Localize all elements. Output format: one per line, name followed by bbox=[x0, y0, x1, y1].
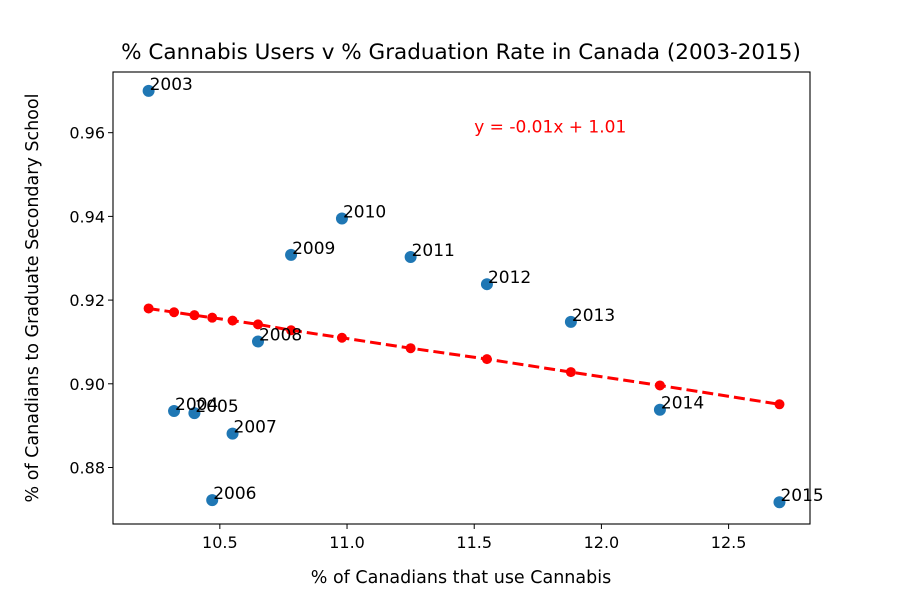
point-label: 2006 bbox=[213, 484, 256, 504]
y-tick-label: 0.90 bbox=[69, 375, 105, 394]
trendline-point bbox=[207, 312, 218, 323]
point-label: 2011 bbox=[412, 241, 455, 261]
data-point bbox=[251, 335, 264, 348]
x-axis-label: % of Canadians that use Cannabis bbox=[311, 568, 611, 588]
data-point bbox=[773, 496, 786, 509]
trendline bbox=[148, 307, 780, 406]
trendline-point bbox=[286, 325, 297, 336]
trendline-point bbox=[405, 343, 416, 354]
trendline-point bbox=[189, 310, 200, 321]
data-point bbox=[188, 407, 201, 420]
trendline-point bbox=[654, 380, 665, 391]
y-axis-label: % of Canadians to Graduate Secondary Sch… bbox=[23, 94, 43, 503]
x-tick-label: 12.5 bbox=[711, 533, 747, 552]
point-label: 2009 bbox=[292, 239, 335, 259]
point-label: 2012 bbox=[488, 268, 531, 288]
data-point bbox=[404, 250, 417, 263]
data-point bbox=[285, 248, 298, 261]
data-point bbox=[480, 278, 493, 291]
point-label: 2015 bbox=[780, 486, 823, 506]
y-tick-label: 0.92 bbox=[69, 291, 105, 310]
data-point bbox=[335, 212, 348, 225]
point-label: 2013 bbox=[572, 306, 615, 326]
trendline-point bbox=[774, 399, 785, 410]
x-tick-label: 12.0 bbox=[584, 533, 620, 552]
y-axis: 0.88 0.90 0.92 0.94 0.96 bbox=[69, 124, 113, 478]
data-point bbox=[168, 405, 181, 417]
point-label: 2007 bbox=[234, 418, 277, 438]
chart-title: % Cannabis Users v % Graduation Rate in … bbox=[121, 40, 801, 65]
point-label: 2003 bbox=[150, 75, 193, 95]
x-axis: 10.5 11.0 11.5 12.0 12.5 bbox=[202, 524, 746, 552]
point-label: 2008 bbox=[259, 326, 302, 346]
data-point bbox=[206, 494, 219, 507]
y-tick-label: 0.96 bbox=[69, 124, 105, 143]
point-label: 2010 bbox=[343, 202, 386, 222]
y-tick-label: 0.88 bbox=[69, 459, 105, 478]
data-point bbox=[142, 84, 155, 97]
trendline-point bbox=[227, 315, 238, 326]
point-label: 2005 bbox=[195, 397, 238, 417]
trendline-equation: y = -0.01x + 1.01 bbox=[474, 118, 626, 138]
data-point bbox=[226, 427, 239, 440]
data-point bbox=[564, 315, 577, 328]
trendline-point bbox=[336, 332, 347, 343]
x-tick-label: 10.5 bbox=[202, 533, 238, 552]
trendline-point bbox=[169, 307, 180, 318]
x-tick-label: 11.0 bbox=[329, 533, 365, 552]
point-label: 2014 bbox=[661, 394, 704, 414]
trendline-point bbox=[252, 319, 263, 330]
data-point bbox=[653, 403, 666, 416]
axes-frame bbox=[112, 71, 811, 525]
trendline-point bbox=[143, 303, 154, 314]
y-tick-label: 0.94 bbox=[69, 207, 105, 226]
point-label: 2004 bbox=[175, 395, 218, 415]
trendline-point bbox=[481, 354, 492, 365]
trendline-point bbox=[565, 367, 576, 378]
x-tick-label: 11.5 bbox=[456, 533, 492, 552]
